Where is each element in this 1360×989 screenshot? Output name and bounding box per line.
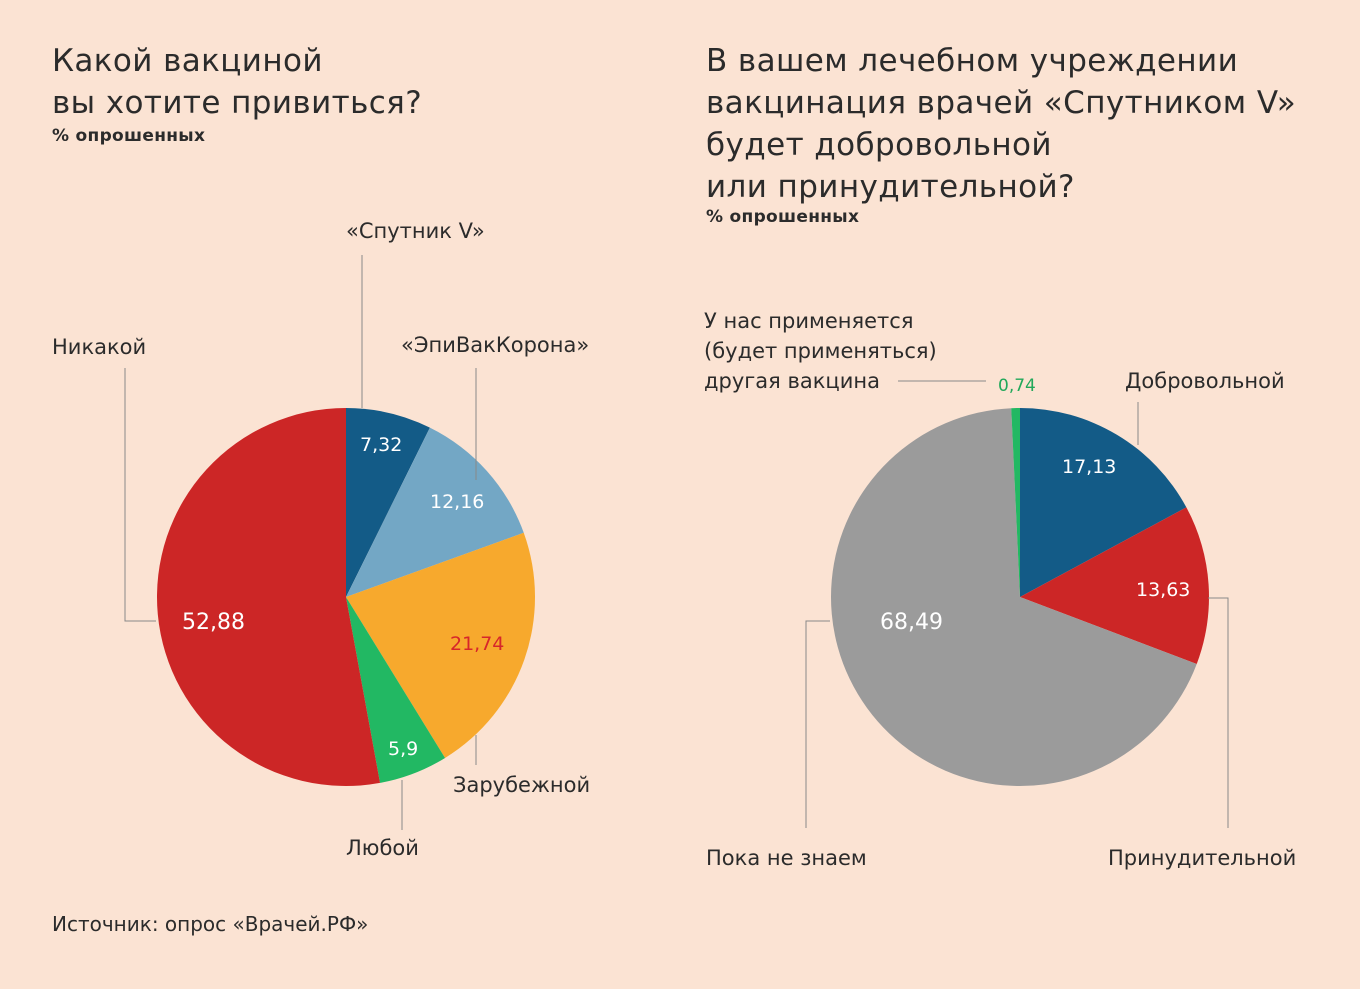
value-drugaya-vakcina: 0,74 <box>998 376 1036 396</box>
chart-left-title: Какой вакциной вы хотите привиться? <box>52 40 612 124</box>
chart-left-subtitle: % опрошенных <box>52 126 206 146</box>
chart-left-values: 7,32 12,16 21,74 5,9 52,88 <box>182 434 504 760</box>
value-epivakkorona: 12,16 <box>430 491 484 513</box>
value-poka-ne-znaem: 68,49 <box>880 610 943 635</box>
pie-chart-right <box>831 408 1209 786</box>
chart-right-values: 0,74 17,13 13,63 68,49 <box>880 376 1190 635</box>
chart-left-labels: «Спутник V» «ЭпиВакКорона» Никакой Заруб… <box>52 219 590 860</box>
chart-right-subtitle: % опрошенных <box>706 207 860 227</box>
left-pie-slice-3 <box>346 597 446 783</box>
right-pie-slice-2 <box>831 408 1197 786</box>
value-sputnik-v: 7,32 <box>360 434 402 456</box>
right-pie-slice-3 <box>1011 408 1020 597</box>
chart-right-title-line-2: вакцинация врачей «Спутником V» <box>706 85 1297 121</box>
left-pie-slice-2 <box>346 532 535 758</box>
value-lyuboy: 5,9 <box>388 738 418 760</box>
value-prinuditelnoy: 13,63 <box>1136 579 1190 601</box>
label-epivakkorona: «ЭпиВакКорона» <box>401 333 589 357</box>
label-sputnik-v: «Спутник V» <box>346 219 485 243</box>
value-dobrovolnoy: 17,13 <box>1062 456 1116 478</box>
value-zarubezhnoy: 21,74 <box>450 633 504 655</box>
label-dobrovolnoy: Добровольной <box>1125 369 1285 393</box>
label-poka-ne-znaem: Пока не знаем <box>706 846 867 870</box>
value-nikakoy: 52,88 <box>182 610 245 635</box>
chart-right-title: В вашем лечебном учреждении вакцинация в… <box>706 40 1346 208</box>
leader-line-poka-ne-znaem <box>805 620 830 828</box>
chart-right-title-line-4: или принудительной? <box>706 169 1075 205</box>
left-pie-slice-0 <box>346 408 430 597</box>
leader-line-prinuditelnoy <box>1208 597 1229 828</box>
label-drugaya-vakcina-line-2: (будет применяться) <box>704 339 937 363</box>
leader-line-nikakoy <box>124 368 156 622</box>
chart-left-title-line-1: Какой вакциной <box>52 43 323 79</box>
left-pie-slice-1 <box>346 427 524 597</box>
right-pie-slice-0 <box>1020 408 1187 597</box>
right-pie-slice-1 <box>1020 507 1209 664</box>
label-drugaya-vakcina-line-3: другая вакцина <box>704 369 880 393</box>
chart-right-title-line-3: будет добровольной <box>706 127 1052 163</box>
label-lyuboy: Любой <box>346 836 419 860</box>
source-note: Источник: опрос «Врачей.РФ» <box>52 912 369 936</box>
chart-left-title-line-2: вы хотите привиться? <box>52 85 423 121</box>
chart-right-labels: У нас применяется (будет применяться) др… <box>704 309 1296 870</box>
label-nikakoy: Никакой <box>52 335 146 359</box>
label-prinuditelnoy: Принудительной <box>1108 846 1296 870</box>
label-drugaya-vakcina-line-1: У нас применяется <box>704 309 913 333</box>
pie-chart-left <box>156 408 535 787</box>
label-drugaya-vakcina: У нас применяется (будет применяться) др… <box>704 309 943 393</box>
left-pie-slice-4 <box>156 408 381 787</box>
chart-right-title-line-1: В вашем лечебном учреждении <box>706 43 1239 79</box>
label-zarubezhnoy: Зарубежной <box>453 773 590 797</box>
